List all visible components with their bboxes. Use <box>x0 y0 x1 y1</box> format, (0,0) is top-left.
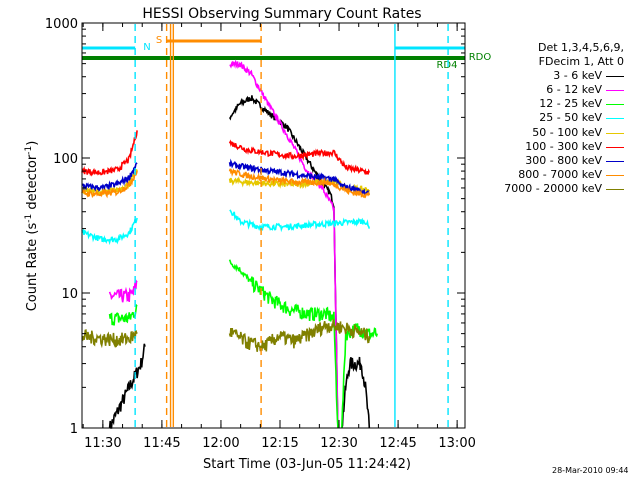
plot-frame <box>81 22 466 429</box>
y-tick-label-100: 100 <box>53 152 78 167</box>
series-line-2-seg-2 <box>229 59 339 429</box>
series-line-9-seg-1 <box>81 329 138 349</box>
x-tick-label-1145: 11:45 <box>143 436 180 451</box>
legend: Det 1,3,4,5,6,9, FDecim 1, Att 0 3 - 6 k… <box>478 41 628 196</box>
x-tick-label-1200: 12:00 <box>202 436 239 451</box>
legend-entry: 300 - 800 keV <box>478 154 628 168</box>
y-tick-label-1: 1 <box>70 422 78 437</box>
flag-bars: NS RD4 RDO <box>82 35 491 71</box>
legend-header-line-2: FDecim 1, Att 0 <box>538 55 624 69</box>
series-line-6-seg-2 <box>228 139 371 175</box>
flag-label-rdo: RDO <box>469 52 492 63</box>
series-line-3-seg-1 <box>108 303 138 326</box>
legend-swatch <box>606 90 624 92</box>
legend-label: 3 - 6 keV <box>553 69 602 83</box>
legend-swatch <box>606 174 624 176</box>
series-line-1-seg-3 <box>341 356 371 429</box>
series-line-8-seg-1 <box>81 170 138 199</box>
x-tick-label-1245: 12:45 <box>379 436 416 451</box>
legend-label: 800 - 7000 keV <box>518 167 602 181</box>
x-axis-label: Start Time (03-Jun-05 11:24:42) <box>203 457 411 472</box>
series-line-1-seg-2 <box>228 95 339 429</box>
x-tick-label-1300: 13:00 <box>438 436 475 451</box>
legend-swatch <box>606 104 624 106</box>
legend-label: 100 - 300 keV <box>525 139 602 153</box>
flag-label-n: N <box>143 42 150 53</box>
render-timestamp: 28-Mar-2010 09:44 <box>552 466 629 475</box>
legend-swatch <box>606 160 624 162</box>
legend-entry: 25 - 50 keV <box>478 111 628 125</box>
legend-header-line-1: Det 1,3,4,5,6,9, <box>537 41 624 54</box>
legend-entry: 50 - 100 keV <box>478 126 628 140</box>
series-layer <box>81 59 378 429</box>
series-line-4-seg-2 <box>229 209 371 233</box>
legend-entries: 3 - 6 keV 6 - 12 keV 12 - 25 keV 25 - 50 ke… <box>478 69 628 196</box>
legend-entry: 100 - 300 keV <box>478 140 628 154</box>
series-line-4-seg-1 <box>81 217 138 246</box>
legend-swatch <box>606 76 624 78</box>
legend-label: 12 - 25 keV <box>539 97 602 111</box>
legend-label: 50 - 100 keV <box>532 125 602 139</box>
axis-layer: 1 10 100 1000 11:30 11:45 12:00 12:15 12:30 12:45… <box>45 17 476 451</box>
y-tick-label-1000: 1000 <box>45 17 78 32</box>
flag-label-s: S <box>156 35 162 46</box>
series-line-9-seg-2 <box>228 319 371 352</box>
legend-entry: 7000 - 20000 keV <box>478 182 628 196</box>
series-line-3-seg-2 <box>228 259 339 429</box>
legend-swatch <box>606 132 624 134</box>
legend-entry: 12 - 25 keV <box>478 97 628 111</box>
flag-label-rd4: RD4 <box>436 60 457 71</box>
series-line-8-seg-2 <box>228 167 371 199</box>
x-tick-label-1130: 11:30 <box>84 436 121 451</box>
series-line-3-seg-3 <box>341 323 378 429</box>
y-tick-label-10: 10 <box>61 287 78 302</box>
series-line-6-seg-1 <box>81 130 138 177</box>
series-line-2-seg-1 <box>108 279 138 303</box>
series-line-7-seg-1 <box>81 162 138 192</box>
legend-entry: 3 - 6 keV <box>478 69 628 83</box>
x-tick-label-1230: 12:30 <box>320 436 357 451</box>
legend-label: 25 - 50 keV <box>539 111 602 125</box>
legend-entry: 6 - 12 keV <box>478 83 628 97</box>
legend-label: 300 - 800 keV <box>525 153 602 167</box>
x-tick-label-1215: 12:15 <box>261 436 298 451</box>
y-axis-label: Count Rate (s-1 detector-1) <box>24 141 40 312</box>
series-line-1-seg-1 <box>108 343 146 429</box>
legend-label: 7000 - 20000 keV <box>504 181 602 195</box>
legend-label: 6 - 12 keV <box>546 83 602 97</box>
chart-title: HESSI Observing Summary Count Rates <box>142 6 421 22</box>
legend-swatch <box>606 146 624 148</box>
legend-entry: 800 - 7000 keV <box>478 168 628 182</box>
legend-swatch <box>606 188 624 190</box>
interval-lines <box>134 24 449 427</box>
legend-swatch <box>606 118 624 120</box>
